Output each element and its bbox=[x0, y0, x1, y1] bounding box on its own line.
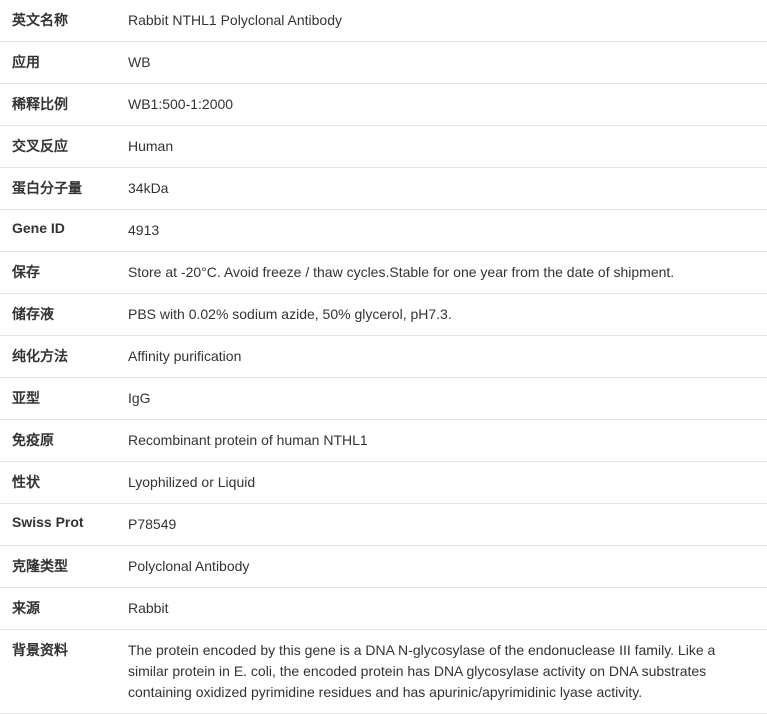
spec-label: 亚型 bbox=[0, 378, 120, 420]
spec-row: 亚型IgG bbox=[0, 378, 767, 420]
spec-label: 英文名称 bbox=[0, 0, 120, 42]
spec-value: Affinity purification bbox=[120, 336, 767, 378]
spec-value: 34kDa bbox=[120, 168, 767, 210]
spec-label: 纯化方法 bbox=[0, 336, 120, 378]
spec-row: 保存Store at -20°C. Avoid freeze / thaw cy… bbox=[0, 252, 767, 294]
spec-label: 蛋白分子量 bbox=[0, 168, 120, 210]
spec-value: Rabbit bbox=[120, 588, 767, 630]
spec-label: 克隆类型 bbox=[0, 546, 120, 588]
spec-row: 蛋白分子量34kDa bbox=[0, 168, 767, 210]
spec-value: Store at -20°C. Avoid freeze / thaw cycl… bbox=[120, 252, 767, 294]
spec-label: 稀释比例 bbox=[0, 84, 120, 126]
spec-value: Human bbox=[120, 126, 767, 168]
spec-label: 应用 bbox=[0, 42, 120, 84]
spec-label: Gene ID bbox=[0, 210, 120, 252]
spec-label: 免疫原 bbox=[0, 420, 120, 462]
spec-row: Gene ID4913 bbox=[0, 210, 767, 252]
spec-label: 储存液 bbox=[0, 294, 120, 336]
spec-row: 来源Rabbit bbox=[0, 588, 767, 630]
spec-value: Lyophilized or Liquid bbox=[120, 462, 767, 504]
spec-row: 性状Lyophilized or Liquid bbox=[0, 462, 767, 504]
spec-row: 应用WB bbox=[0, 42, 767, 84]
spec-label: 交叉反应 bbox=[0, 126, 120, 168]
spec-label: Swiss Prot bbox=[0, 504, 120, 546]
spec-label: 保存 bbox=[0, 252, 120, 294]
spec-value: IgG bbox=[120, 378, 767, 420]
spec-label: 背景资料 bbox=[0, 630, 120, 714]
spec-row: 背景资料The protein encoded by this gene is … bbox=[0, 630, 767, 714]
spec-value: The protein encoded by this gene is a DN… bbox=[120, 630, 767, 714]
spec-row: 储存液PBS with 0.02% sodium azide, 50% glyc… bbox=[0, 294, 767, 336]
spec-row: 英文名称Rabbit NTHL1 Polyclonal Antibody bbox=[0, 0, 767, 42]
spec-row: Swiss ProtP78549 bbox=[0, 504, 767, 546]
spec-row: 稀释比例WB1:500-1:2000 bbox=[0, 84, 767, 126]
spec-value: PBS with 0.02% sodium azide, 50% glycero… bbox=[120, 294, 767, 336]
spec-label: 来源 bbox=[0, 588, 120, 630]
spec-row: 克隆类型Polyclonal Antibody bbox=[0, 546, 767, 588]
spec-value: P78549 bbox=[120, 504, 767, 546]
spec-value: Polyclonal Antibody bbox=[120, 546, 767, 588]
spec-row: 纯化方法Affinity purification bbox=[0, 336, 767, 378]
spec-row: 免疫原Recombinant protein of human NTHL1 bbox=[0, 420, 767, 462]
spec-label: 性状 bbox=[0, 462, 120, 504]
product-spec-table: 英文名称Rabbit NTHL1 Polyclonal Antibody应用WB… bbox=[0, 0, 767, 714]
spec-row: 交叉反应Human bbox=[0, 126, 767, 168]
spec-value: Recombinant protein of human NTHL1 bbox=[120, 420, 767, 462]
spec-value: 4913 bbox=[120, 210, 767, 252]
spec-table-body: 英文名称Rabbit NTHL1 Polyclonal Antibody应用WB… bbox=[0, 0, 767, 714]
spec-value: Rabbit NTHL1 Polyclonal Antibody bbox=[120, 0, 767, 42]
spec-value: WB bbox=[120, 42, 767, 84]
spec-value: WB1:500-1:2000 bbox=[120, 84, 767, 126]
